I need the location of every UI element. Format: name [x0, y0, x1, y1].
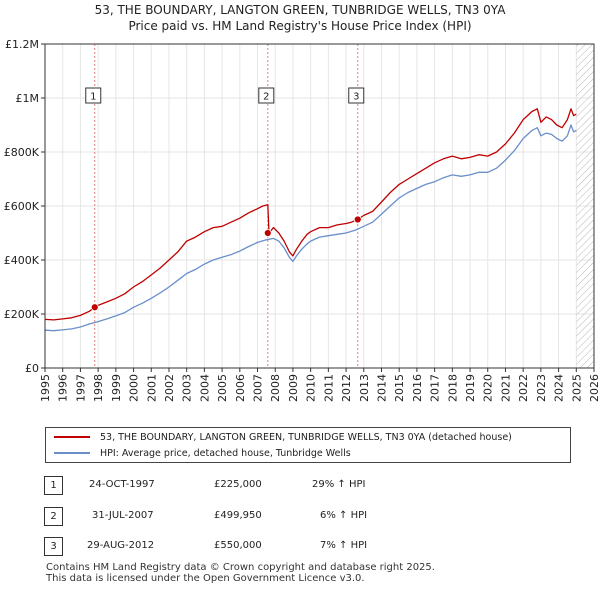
y-tick-label: £1M [16, 92, 40, 105]
series-lines [44, 108, 577, 332]
footer: Contains HM Land Registry data © Crown c… [46, 562, 435, 584]
x-tick-label: 2026 [588, 374, 600, 402]
transaction-row: 1 24-OCT-1997 £225,000 29% ↑ HPI [44, 476, 584, 498]
x-tick-label: 2019 [464, 374, 477, 402]
x-tick-label: 2005 [216, 374, 229, 402]
y-tick-label: £1.2M [5, 38, 39, 51]
sale-point [263, 229, 272, 237]
sale-marker-box [258, 87, 275, 104]
x-tick-label: 2018 [446, 374, 459, 402]
x-tick-label: 2002 [163, 374, 176, 402]
x-tick-label: 2004 [198, 374, 211, 402]
legend-item-property: 53, THE BOUNDARY, LANGTON GREEN, TUNBRID… [54, 430, 512, 444]
y-tick-label: £600K [4, 200, 40, 213]
legend-property-label: 53, THE BOUNDARY, LANGTON GREEN, TUNBRID… [100, 431, 512, 443]
grid-lines [44, 43, 595, 369]
hpi-line-swatch [54, 452, 90, 454]
y-tick-label: £0 [25, 362, 39, 375]
footer-copyright: Contains HM Land Registry data © Crown c… [46, 562, 435, 573]
footer-licence: This data is licensed under the Open Gov… [46, 573, 365, 584]
transaction-number-badge: 3 [44, 537, 63, 556]
sale-marker-label: 1 [90, 92, 96, 103]
sale-markers: 1 2 3 [85, 87, 365, 312]
transaction-hpi-diff: 7% ↑ HPI [320, 540, 368, 551]
x-tick-label: 2017 [429, 374, 442, 402]
x-tick-label: 1995 [39, 374, 52, 402]
property-price-line [44, 108, 577, 321]
x-tick-label: 2025 [570, 374, 583, 402]
x-tick-label: 2008 [269, 374, 282, 402]
x-tick-label: 2001 [145, 374, 158, 402]
transaction-date: 24-OCT-1997 [89, 479, 155, 490]
sale-marker-box [348, 87, 365, 104]
sale-marker-box [85, 87, 102, 104]
sale-marker-label: 2 [263, 92, 269, 103]
transaction-number-badge: 2 [44, 507, 63, 526]
y-tick-label: £200K [4, 308, 40, 321]
transaction-hpi-diff: 6% ↑ HPI [320, 510, 368, 521]
chart-subtitle: Price paid vs. HM Land Registry's House … [128, 19, 472, 33]
x-tick-label: 2000 [128, 374, 141, 402]
x-tick-label: 2009 [287, 374, 300, 402]
sale-marker-label: 3 [353, 92, 359, 103]
x-tick-label: 2024 [553, 374, 566, 402]
legend-hpi-label: HPI: Average price, detached house, Tunb… [100, 447, 351, 459]
x-tick-label: 2006 [234, 374, 247, 402]
x-tick-label: 2023 [535, 374, 548, 402]
future-period-hatch [576, 44, 594, 368]
price-chart: £0 £200K £400K £600K £800K £1M £1.2M 1995 1996 19… [4, 38, 600, 402]
legend-item-hpi: HPI: Average price, detached house, Tunb… [54, 446, 351, 460]
y-tick-label: £800K [4, 146, 40, 159]
sale-point [90, 303, 99, 312]
x-tick-label: 2015 [393, 374, 406, 402]
x-tick-label: 2011 [322, 374, 335, 402]
x-tick-label: 2007 [252, 374, 265, 402]
transaction-hpi-diff: 29% ↑ HPI [312, 479, 366, 490]
axes: £0 £200K £400K £600K £800K £1M £1.2M 1995 1996 19… [4, 38, 600, 402]
x-tick-label: 2013 [358, 374, 371, 402]
hpi-line [44, 124, 577, 332]
x-tick-label: 1999 [110, 374, 123, 402]
x-tick-label: 1997 [74, 374, 87, 402]
transaction-date: 29-AUG-2012 [87, 540, 155, 551]
future-hatch-area [576, 44, 594, 368]
property-line-swatch [54, 436, 90, 438]
x-tick-label: 2016 [411, 374, 424, 402]
transaction-number-badge: 1 [44, 476, 63, 495]
x-tick-label: 1996 [57, 374, 70, 402]
transaction-price: £550,000 [214, 540, 262, 551]
transaction-price: £225,000 [214, 479, 262, 490]
chart-title: 53, THE BOUNDARY, LANGTON GREEN, TUNBRID… [94, 3, 506, 17]
x-tick-label: 2012 [340, 374, 353, 402]
transaction-row: 3 29-AUG-2012 £550,000 7% ↑ HPI [44, 537, 584, 559]
y-tick-label: £400K [4, 254, 40, 267]
x-tick-label: 2010 [305, 374, 318, 402]
sale-point [353, 215, 362, 224]
transaction-row: 2 31-JUL-2007 £499,950 6% ↑ HPI [44, 507, 584, 529]
x-tick-label: 2020 [482, 374, 495, 402]
x-tick-label: 2022 [517, 374, 530, 402]
x-tick-label: 2014 [375, 374, 388, 402]
transaction-date: 31-JUL-2007 [92, 510, 154, 521]
transaction-price: £499,950 [214, 510, 262, 521]
legend: 53, THE BOUNDARY, LANGTON GREEN, TUNBRID… [45, 427, 571, 463]
x-tick-label: 1998 [92, 374, 105, 402]
x-tick-label: 2021 [499, 374, 512, 402]
x-tick-label: 2003 [181, 374, 194, 402]
